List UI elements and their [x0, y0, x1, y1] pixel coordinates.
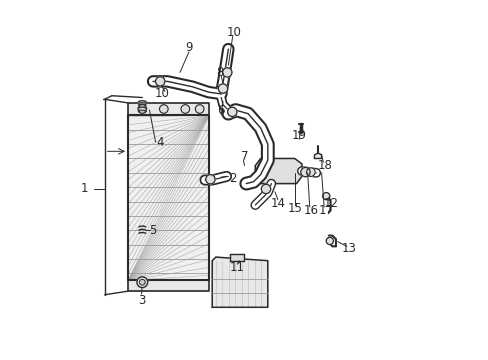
- Circle shape: [137, 277, 147, 288]
- Circle shape: [227, 107, 237, 117]
- Text: 1: 1: [81, 183, 88, 195]
- Circle shape: [181, 105, 189, 113]
- Polygon shape: [255, 158, 301, 184]
- Circle shape: [138, 105, 146, 113]
- Text: 3: 3: [138, 294, 145, 307]
- Polygon shape: [128, 103, 208, 116]
- Circle shape: [322, 193, 329, 200]
- Text: 13: 13: [341, 242, 356, 255]
- Text: 12: 12: [323, 197, 338, 210]
- Text: 10: 10: [226, 27, 242, 40]
- Text: 8: 8: [216, 66, 224, 79]
- Polygon shape: [128, 116, 208, 280]
- Polygon shape: [128, 280, 208, 291]
- Text: 4: 4: [156, 136, 163, 149]
- Circle shape: [218, 84, 227, 93]
- Text: 2: 2: [228, 172, 236, 185]
- Polygon shape: [230, 253, 244, 261]
- Text: 18: 18: [317, 159, 332, 172]
- Text: 9: 9: [185, 41, 192, 54]
- Circle shape: [139, 279, 145, 285]
- Text: 15: 15: [287, 202, 302, 215]
- Text: 5: 5: [148, 224, 156, 237]
- Text: 11: 11: [229, 261, 244, 274]
- Circle shape: [205, 175, 215, 184]
- Circle shape: [300, 167, 309, 177]
- Polygon shape: [314, 153, 321, 158]
- Circle shape: [155, 77, 164, 86]
- Text: 6: 6: [217, 104, 224, 117]
- Text: 16: 16: [303, 204, 318, 217]
- Polygon shape: [212, 257, 267, 307]
- Text: 7: 7: [240, 150, 248, 163]
- Text: 10: 10: [154, 87, 169, 100]
- Circle shape: [222, 68, 231, 77]
- Circle shape: [306, 168, 314, 176]
- Text: 19: 19: [291, 129, 306, 142]
- Text: 17: 17: [318, 204, 333, 217]
- Circle shape: [261, 184, 270, 194]
- Circle shape: [195, 105, 203, 113]
- Text: 14: 14: [270, 197, 285, 210]
- Circle shape: [325, 237, 333, 244]
- Circle shape: [159, 105, 168, 113]
